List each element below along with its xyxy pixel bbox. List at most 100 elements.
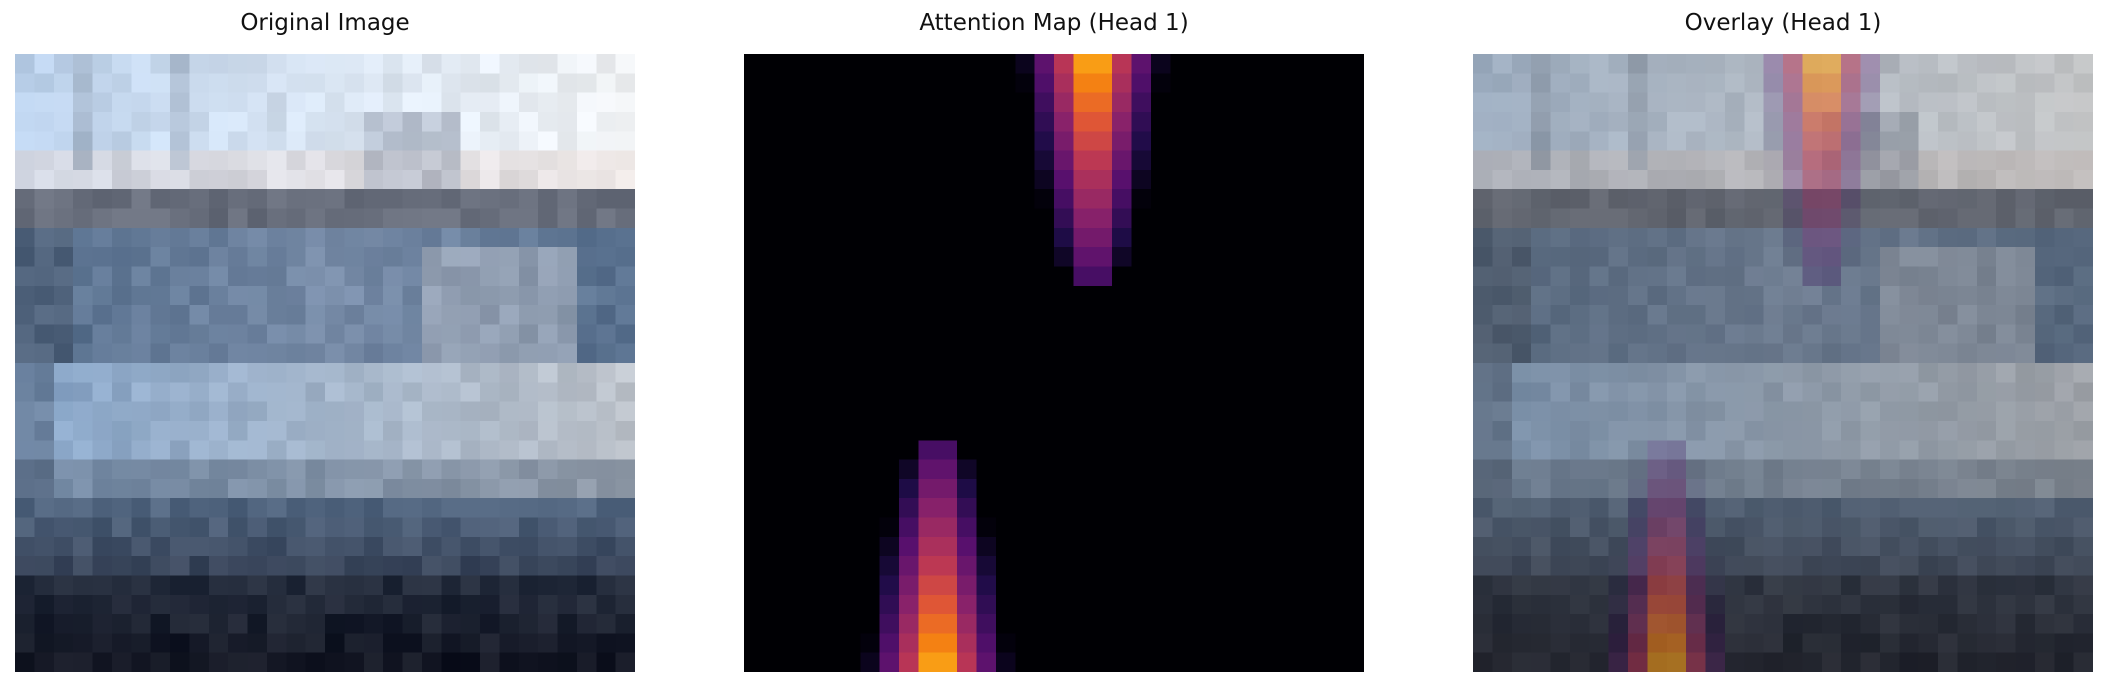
pixel-cell bbox=[402, 150, 423, 171]
pixel-cell bbox=[189, 305, 210, 326]
pixel-cell bbox=[860, 131, 881, 152]
pixel-cell bbox=[460, 633, 481, 654]
pixel-cell bbox=[976, 575, 997, 596]
pixel-cell bbox=[286, 440, 307, 461]
pixel-cell bbox=[53, 440, 74, 461]
pixel-cell bbox=[1228, 382, 1249, 403]
pixel-cell bbox=[441, 363, 462, 384]
pixel-cell bbox=[1783, 208, 1804, 229]
pixel-cell bbox=[596, 614, 617, 635]
pixel-cell bbox=[15, 363, 36, 384]
pixel-cell bbox=[1150, 517, 1172, 538]
pixel-cell bbox=[821, 536, 842, 557]
pixel-cell bbox=[1628, 517, 1649, 538]
pixel-cell bbox=[1286, 363, 1307, 384]
pixel-cell bbox=[53, 227, 74, 248]
pixel-cell bbox=[1092, 575, 1113, 596]
pixel-cell bbox=[744, 575, 765, 596]
pixel-cell bbox=[383, 305, 404, 326]
pixel-cell bbox=[305, 575, 326, 596]
pixel-cell bbox=[1957, 92, 1978, 113]
pixel-cell bbox=[286, 382, 307, 403]
pixel-cell bbox=[1092, 92, 1113, 113]
pixel-cell bbox=[1938, 324, 1959, 345]
pixel-cell bbox=[1247, 614, 1268, 635]
pixel-cell bbox=[937, 575, 958, 596]
pixel-cell bbox=[1938, 401, 1959, 422]
pixel-cell bbox=[15, 285, 36, 306]
pixel-cell bbox=[1957, 556, 1978, 577]
pixel-cell bbox=[1783, 131, 1804, 152]
pixel-cell bbox=[1841, 247, 1862, 268]
pixel-cell bbox=[383, 92, 404, 113]
pixel-cell bbox=[208, 73, 229, 94]
pixel-cell bbox=[1286, 208, 1307, 229]
pixel-cell bbox=[538, 459, 559, 480]
pixel-cell bbox=[15, 189, 36, 210]
pixel-cell bbox=[111, 73, 133, 94]
pixel-cell bbox=[1325, 575, 1346, 596]
pixel-cell bbox=[208, 382, 229, 403]
pixel-cell bbox=[208, 247, 229, 268]
pixel-cell bbox=[596, 54, 617, 75]
pixel-cell bbox=[286, 208, 307, 229]
pixel-cell bbox=[53, 169, 74, 190]
pixel-cell bbox=[228, 556, 249, 577]
pixel-cell bbox=[499, 150, 520, 171]
pixel-cell bbox=[518, 498, 539, 519]
pixel-cell bbox=[879, 266, 900, 287]
pixel-cell bbox=[1608, 459, 1629, 480]
pixel-cell bbox=[383, 440, 404, 461]
pixel-cell bbox=[1131, 227, 1152, 248]
pixel-cell bbox=[1228, 652, 1249, 672]
pixel-cell bbox=[1473, 633, 1494, 654]
pixel-cell bbox=[1015, 111, 1036, 133]
pixel-cell bbox=[344, 440, 365, 461]
pixel-cell bbox=[1511, 401, 1532, 422]
pixel-cell bbox=[995, 363, 1017, 384]
pixel-cell bbox=[1267, 169, 1288, 190]
pixel-cell bbox=[1073, 556, 1094, 577]
pixel-cell bbox=[325, 54, 346, 75]
pixel-cell bbox=[1647, 459, 1668, 480]
pixel-cell bbox=[1531, 401, 1552, 422]
pixel-cell bbox=[499, 54, 520, 75]
pixel-cell bbox=[1092, 111, 1113, 133]
pixel-cell bbox=[763, 111, 784, 133]
pixel-cell bbox=[518, 131, 539, 152]
pixel-cell bbox=[1918, 73, 1939, 94]
pixel-cell bbox=[15, 150, 36, 171]
pixel-cell bbox=[937, 92, 958, 113]
pixel-cell bbox=[957, 305, 978, 326]
pixel-cell bbox=[1228, 305, 1249, 326]
pixel-cell bbox=[763, 633, 784, 654]
pixel-cell bbox=[1073, 305, 1094, 326]
pixel-cell bbox=[782, 73, 803, 94]
pixel-cell bbox=[1589, 92, 1610, 113]
pixel-cell bbox=[1473, 92, 1494, 113]
pixel-cell bbox=[15, 324, 36, 345]
pixel-cell bbox=[937, 208, 958, 229]
pixel-cell bbox=[995, 517, 1017, 538]
pixel-cell bbox=[402, 633, 423, 654]
pixel-cell bbox=[1918, 498, 1939, 519]
pixel-cell bbox=[763, 247, 784, 268]
pixel-cell bbox=[1783, 54, 1804, 75]
pixel-cell bbox=[937, 189, 958, 210]
pixel-cell bbox=[421, 401, 443, 422]
pixel-cell bbox=[1228, 478, 1249, 499]
pixel-cell bbox=[1996, 556, 2017, 577]
pixel-cell bbox=[170, 363, 191, 384]
original-image-title: Original Image bbox=[240, 10, 410, 36]
pixel-cell bbox=[1569, 227, 1591, 248]
pixel-cell bbox=[1325, 305, 1346, 326]
pixel-cell bbox=[499, 131, 520, 152]
pixel-cell bbox=[2073, 227, 2093, 248]
pixel-cell bbox=[957, 401, 978, 422]
pixel-cell bbox=[286, 652, 307, 672]
pixel-cell bbox=[1686, 131, 1707, 152]
pixel-cell bbox=[1879, 131, 1901, 152]
pixel-cell bbox=[34, 459, 55, 480]
pixel-cell bbox=[325, 285, 346, 306]
pixel-cell bbox=[402, 420, 423, 442]
